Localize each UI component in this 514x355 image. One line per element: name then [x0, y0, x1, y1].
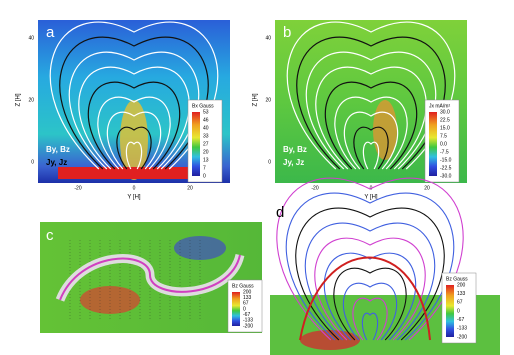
- colorbar: [429, 112, 437, 176]
- colorbar-tick: 22.5: [440, 117, 450, 123]
- field-line: [276, 177, 464, 341]
- colorbar-tick: 46: [203, 117, 209, 123]
- colorbar-tick: 13: [203, 157, 209, 163]
- colorbar-tick: 133: [243, 295, 252, 301]
- y-tick-label: 0: [268, 159, 271, 165]
- colorbar-title: Bz Gauss: [446, 276, 468, 282]
- colorbar-tick: 0.0: [440, 141, 447, 147]
- field-line: [295, 207, 445, 341]
- colorbar-tick: 200: [457, 282, 466, 288]
- panel-label: d: [276, 204, 284, 221]
- panel-a: a Z [H] Y [H] 40 20 0 -20 0 20 By, Bz Jy, Jz Bx Gau…: [16, 20, 230, 201]
- colorbar-tick: -67: [457, 317, 464, 323]
- colorbar-title: Bz Gauss: [232, 283, 254, 289]
- field-line: [323, 252, 417, 341]
- flux-rope: [59, 254, 241, 301]
- field-line: [314, 237, 426, 341]
- colorbar-tick: 20: [203, 149, 209, 155]
- x-tick-label: 20: [187, 185, 193, 191]
- colorbar-tick: 30.0: [440, 109, 450, 115]
- field-line: [304, 222, 436, 341]
- colorbar: [446, 285, 454, 337]
- x-tick-label: 0: [133, 185, 136, 191]
- colorbar-tick: -7.5: [440, 149, 449, 155]
- x-tick-label: -20: [311, 185, 318, 191]
- field-line: [361, 312, 379, 341]
- colorbar-tick: 27: [203, 141, 209, 147]
- colorbar-tick: 0: [203, 173, 206, 179]
- y-tick-label: 0: [31, 159, 34, 165]
- legend-entry: By, Bz: [283, 145, 307, 154]
- colorbar-tick: 67: [243, 301, 249, 307]
- y-axis-label: Z [H]: [253, 93, 259, 106]
- colorbar-tick: -15.0: [440, 157, 452, 163]
- field-line: [49, 21, 219, 170]
- y-tick-label: 40: [28, 35, 34, 41]
- colorbar-tick: -133: [457, 326, 467, 332]
- colorbar-tick: 33: [203, 133, 209, 139]
- field-line: [106, 111, 162, 170]
- field-line: [334, 96, 408, 170]
- colorbar-tick: -22.5: [440, 165, 452, 171]
- field-line: [285, 192, 455, 341]
- colorbar-tick: 133: [457, 291, 466, 297]
- field-line: [352, 297, 388, 341]
- colorbar-tick: 0: [243, 306, 246, 312]
- colorbar-title: Bx Gauss: [192, 103, 214, 109]
- colorbar-tick: 67: [457, 300, 463, 306]
- colorbar-tick: 0: [457, 308, 460, 314]
- field-line: [333, 267, 407, 341]
- legend-entry: Jy, Jz: [283, 158, 304, 167]
- colorbar-tick: -200: [243, 323, 253, 329]
- colorbar-tick: -133: [243, 318, 253, 324]
- x-tick-label: -20: [74, 185, 81, 191]
- colorbar-title: Jx mA/m²: [429, 103, 450, 109]
- colorbar-tick: 7.5: [440, 133, 447, 139]
- panel-label: a: [46, 24, 55, 41]
- colorbar-tick: 53: [203, 109, 209, 115]
- colorbar-tick: -30.0: [440, 173, 452, 179]
- field-line: [324, 81, 418, 170]
- colorbar-tick: 7: [203, 165, 206, 171]
- field-line: [125, 141, 143, 170]
- y-axis-label: Z [H]: [16, 93, 22, 106]
- panel-label: c: [46, 227, 54, 244]
- colorbar: [192, 112, 200, 176]
- field-line: [87, 81, 181, 170]
- panel-label: b: [283, 24, 291, 41]
- colorbar-tick: 40: [203, 125, 209, 131]
- flux-blue: [174, 236, 226, 260]
- field-line: [116, 126, 152, 170]
- colorbar: [232, 292, 240, 326]
- colorbar-tick: -67: [243, 312, 250, 318]
- field-line: [342, 282, 398, 341]
- x-axis-label: Y [H]: [364, 195, 378, 201]
- x-tick-label: 20: [424, 185, 430, 191]
- field-line: [286, 21, 456, 170]
- legend-entry: Jy, Jz: [46, 158, 67, 167]
- colorbar-tick: 15.0: [440, 125, 450, 131]
- y-tick-label: 40: [265, 35, 271, 41]
- base: [58, 167, 208, 179]
- field-line: [97, 96, 171, 170]
- colorbar-tick: -200: [457, 334, 467, 340]
- field-line: [353, 126, 389, 170]
- y-tick-label: 20: [28, 97, 34, 103]
- field-line: [343, 111, 399, 170]
- x-axis-label: Y [H]: [127, 195, 141, 201]
- red-line: [299, 256, 431, 341]
- legend-entry: By, Bz: [46, 145, 70, 154]
- colorbar-tick: 200: [243, 289, 252, 295]
- field-line: [362, 141, 380, 170]
- y-tick-label: 20: [265, 97, 271, 103]
